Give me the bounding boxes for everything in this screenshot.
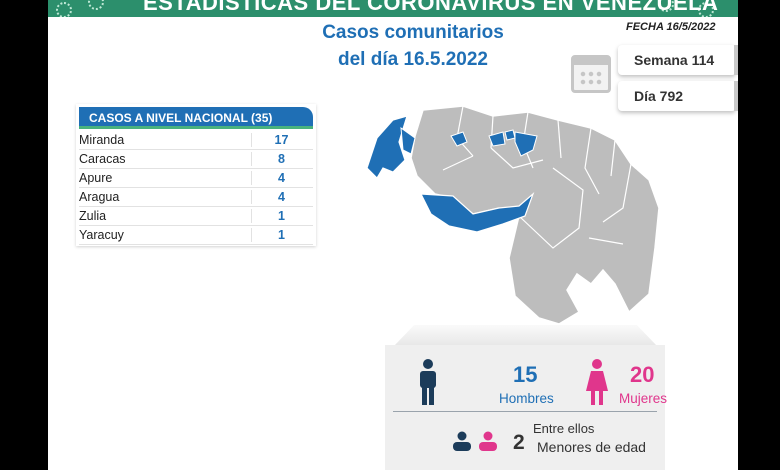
men-label: Hombres (499, 391, 554, 406)
girl-icon (479, 431, 497, 451)
day-badge: Día 792 (618, 81, 738, 111)
man-icon (420, 359, 436, 405)
infographic-page: ESTADÍSTICAS DEL CORONAVIRUS EN VENEZUEL… (48, 0, 738, 470)
state-name: Miranda (79, 133, 125, 147)
case-count: 1 (251, 209, 311, 223)
stats-divider (393, 411, 657, 412)
virus-icon (88, 0, 104, 10)
minors-count: 2 (513, 431, 525, 454)
state-name: Aragua (79, 190, 120, 204)
table-row: Yaracuy 1 (79, 227, 313, 245)
week-label: Semana 114 (634, 52, 715, 68)
map-state-zulia (366, 115, 408, 179)
virus-icon (698, 2, 714, 17)
state-name: Zulia (79, 209, 107, 223)
case-count: 1 (251, 228, 311, 242)
title-line-2: del día 16.5.2022 (338, 49, 488, 70)
women-label: Mujeres (619, 391, 668, 406)
venezuela-map (366, 105, 660, 325)
boy-icon (453, 431, 471, 451)
week-badge: Semana 114 (618, 45, 738, 75)
day-label: Día 792 (634, 88, 684, 104)
table-row: Aragua 4 (79, 189, 313, 207)
cases-table: CASOS A NIVEL NACIONAL (35) Miranda 17 C… (76, 104, 316, 246)
map-state-aragua (488, 131, 506, 147)
top-banner: ESTADÍSTICAS DEL CORONAVIRUS EN VENEZUEL… (48, 0, 738, 17)
table-row: Zulia 1 (79, 208, 313, 226)
stats-pedestal (393, 325, 658, 347)
map-state-caracas (504, 129, 516, 141)
case-count: 17 (251, 133, 311, 147)
state-name: Yaracuy (79, 228, 124, 242)
demographics-panel: 15 Hombres 20 Mujeres Entre ellos 2 Meno… (385, 345, 668, 470)
map-state-apure (419, 192, 535, 233)
title-line-1: Casos comunitarios (322, 22, 504, 43)
table-row: Apure 4 (79, 170, 313, 188)
case-count: 8 (251, 152, 311, 166)
case-count: 4 (251, 171, 311, 185)
minors-label: Menores de edad (537, 439, 646, 455)
map-state-miranda (514, 131, 538, 157)
woman-icon (586, 359, 608, 405)
among-label: Entre ellos (533, 421, 595, 436)
calendar-icon (571, 55, 611, 93)
page-title: Casos comunitarios del día 16.5.2022 (288, 19, 538, 73)
banner-title: ESTADÍSTICAS DEL CORONAVIRUS EN VENEZUEL… (143, 0, 719, 15)
virus-icon (658, 0, 674, 12)
table-row: Caracas 8 (79, 151, 313, 169)
map-state-yaracuy (450, 131, 468, 147)
virus-icon (56, 2, 72, 17)
case-count: 4 (251, 190, 311, 204)
cases-table-header: CASOS A NIVEL NACIONAL (35) (79, 107, 313, 129)
state-name: Caracas (79, 152, 126, 166)
state-name: Apure (79, 171, 113, 185)
map-state-zulia-coast (400, 126, 416, 155)
date-label: FECHA 16/5/2022 (626, 21, 716, 33)
table-row: Miranda 17 (79, 132, 313, 150)
men-count: 15 (513, 362, 538, 387)
women-count: 20 (630, 362, 655, 387)
